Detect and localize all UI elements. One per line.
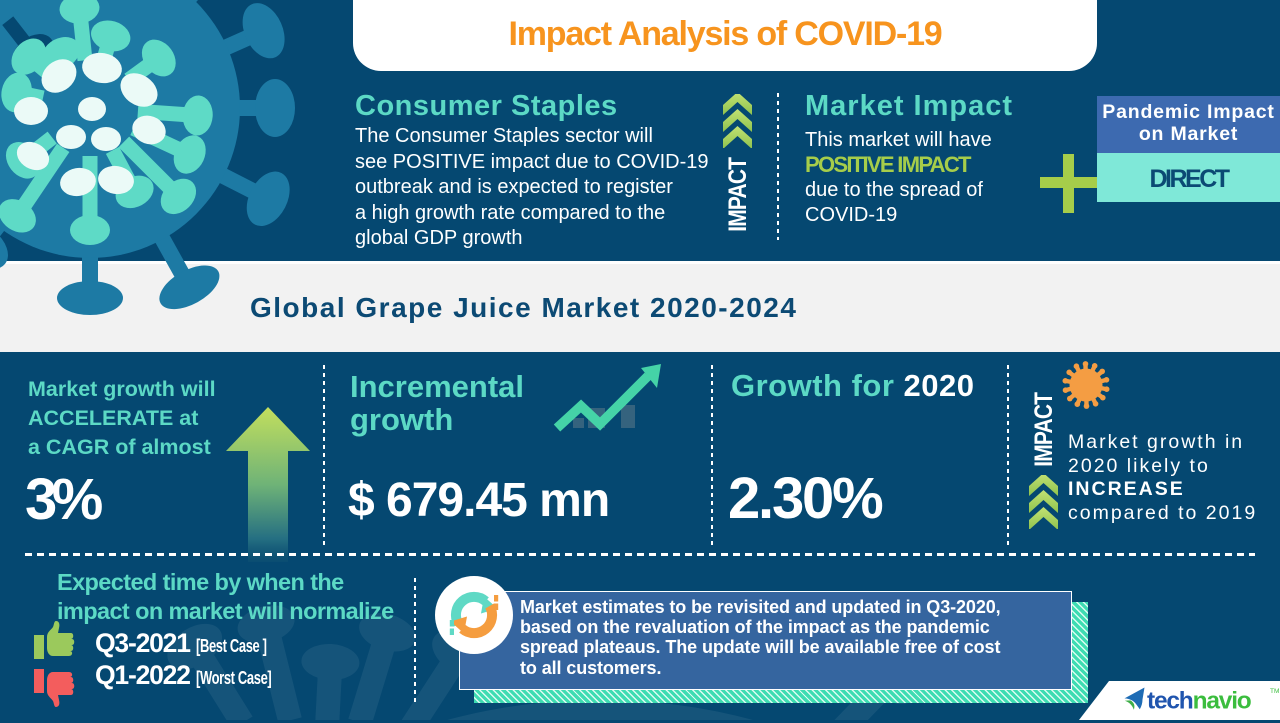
svg-text:TM: TM <box>1270 688 1279 695</box>
svg-text:technavio: technavio <box>1147 688 1252 715</box>
